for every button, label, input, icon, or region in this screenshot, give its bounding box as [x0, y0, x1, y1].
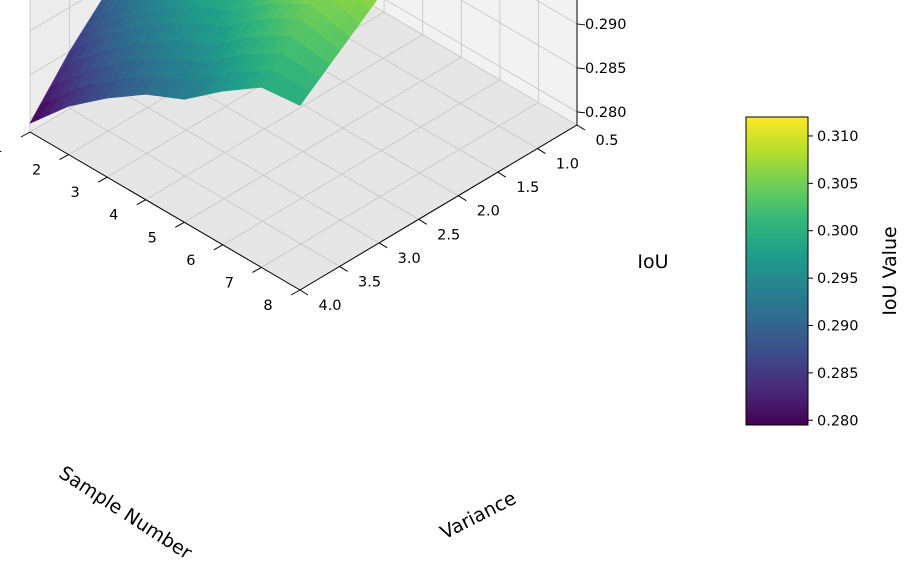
x-tick	[136, 199, 146, 206]
gridline-y	[69, 0, 340, 267]
y-tick	[497, 171, 507, 178]
x-tick-label: 2	[32, 163, 41, 179]
y-axis-label: Variance	[437, 487, 520, 544]
y-tick-label: 2.0	[477, 204, 500, 220]
x-tick-label: 7	[225, 275, 234, 291]
y-tick-label: 3.5	[358, 274, 381, 290]
x-tick-label: 6	[186, 253, 195, 269]
colorbar-tick-label: 0.285	[817, 366, 859, 382]
colorbar-tick-label: 0.310	[817, 129, 859, 145]
x-tick	[252, 266, 262, 273]
gridline-x	[68, 0, 330, 155]
y-tick-label: 4.0	[318, 298, 341, 314]
x-tick-label: 3	[71, 185, 80, 201]
y-axis-line	[299, 124, 578, 291]
x-tick-label: 5	[148, 230, 157, 246]
x-tick-label: 4	[109, 208, 118, 224]
colorbar-gradient	[745, 116, 809, 426]
colorbar: 0.280 0.285 0.290 0.295 0.300 0.305 0.310 IoU …	[745, 116, 901, 429]
y-tick-label: 2.5	[437, 227, 460, 243]
y-tick	[537, 148, 546, 154]
z-tick-label: 0.285	[585, 61, 627, 77]
x-tick	[213, 244, 224, 251]
axes	[20, 0, 586, 296]
z-tick	[576, 111, 586, 114]
z-tick-label: 0.290	[585, 17, 627, 33]
colorbar-tick-label: 0.295	[817, 271, 859, 287]
y-tick-label: 0.5	[595, 133, 618, 149]
x-tick-label: 8	[263, 298, 272, 314]
x-tick	[97, 176, 108, 183]
y-tick-label: 1.0	[556, 157, 579, 173]
colorbar-tick-label: 0.290	[817, 318, 859, 334]
gridline-y	[282, 0, 538, 149]
y-tick	[378, 242, 388, 249]
colorbar-tick-label: 0.300	[817, 224, 859, 240]
y-tick	[339, 266, 348, 272]
colorbar-ticks: 0.280 0.285 0.290 0.295 0.300 0.305 0.310	[808, 129, 859, 429]
y-tick	[576, 124, 586, 131]
tick-labels: 1 2 3 4 5 6 7 8 0.5 1.0 1.5 2.0 2.5 3.0 3.5 4.0 0.280 0.2…	[0, 17, 627, 314]
y-tick	[418, 218, 427, 225]
z-tick-label: 0.280	[585, 105, 627, 121]
x-tick	[290, 289, 301, 296]
colorbar-label: IoU Value	[879, 226, 901, 315]
colorbar-tick-label: 0.280	[817, 413, 859, 429]
z-tick	[576, 67, 586, 70]
colorbar-tick-label: 0.305	[817, 176, 859, 192]
x-tick	[59, 154, 69, 161]
x-axis-line	[29, 131, 301, 291]
x-tick-label: 1	[0, 140, 3, 156]
y-tick	[458, 195, 467, 202]
z-axis-label: IoU	[637, 251, 668, 273]
x-tick	[175, 221, 185, 228]
y-tick-label: 3.0	[398, 251, 421, 267]
z-tick	[576, 23, 586, 26]
surface-mesh	[29, 0, 378, 124]
x-axis-label: Sample Number	[55, 462, 196, 564]
y-tick-label: 1.5	[516, 180, 539, 196]
gridline-y	[362, 0, 578, 126]
surface-facet	[289, 86, 311, 106]
y-tick	[299, 289, 309, 296]
x-tick	[20, 131, 31, 138]
